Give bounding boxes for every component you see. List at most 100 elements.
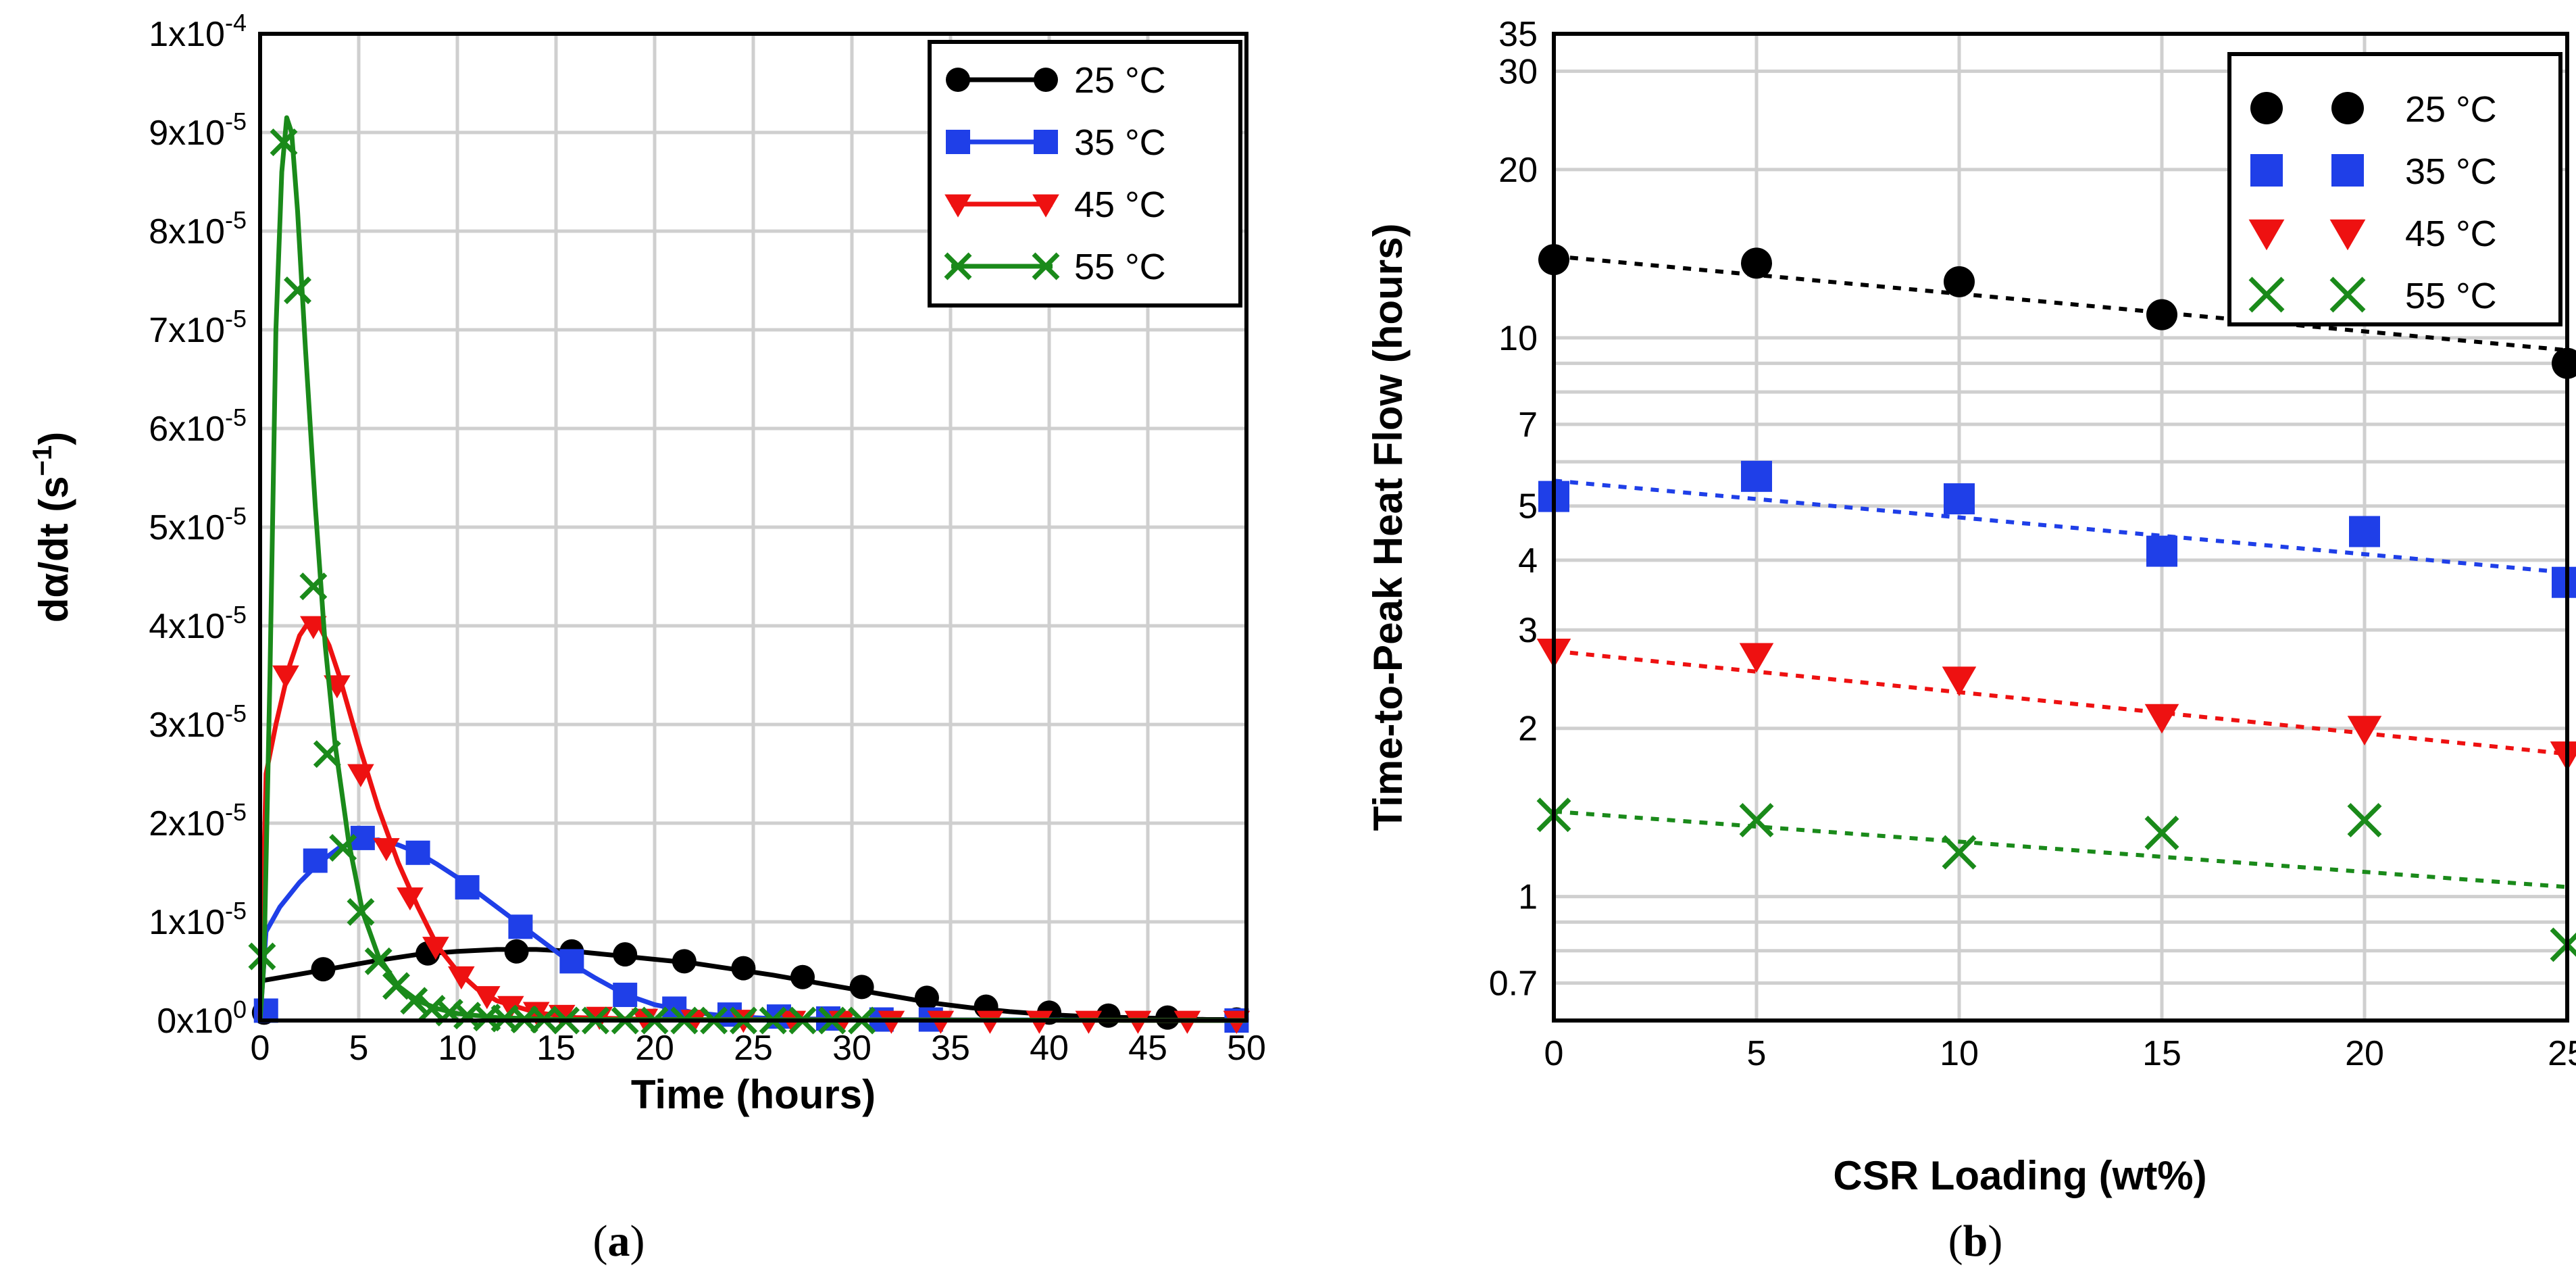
panel-a-data-point-stroke-2 — [299, 572, 328, 601]
panel-a-y-tick-label: 0x100 — [157, 996, 247, 1041]
panel-a-legend-label: 35 °C — [1074, 122, 1166, 163]
panel-b-y-tick-label: 0.7 — [1489, 964, 1538, 1004]
panel-a-x-tick-label: 25 — [734, 1029, 773, 1068]
panel-b-legend-box — [2227, 52, 2562, 326]
panel-a-y-label-close: ) — [31, 432, 76, 445]
panel-a-legend-marker — [1032, 252, 1060, 280]
panel-a-data-point-stroke-2 — [270, 128, 298, 157]
panel-a-y-axis-label: dα/dt (s−1) — [28, 432, 76, 622]
panel-a-legend-entry: 25 °C — [946, 60, 1166, 101]
panel-b-y-tick-label: 2 — [1518, 710, 1538, 749]
panel-a-y-tick-base: 8x10 — [149, 212, 225, 251]
panel-b-y-tick-label: 10 — [1498, 319, 1538, 358]
panel-b-legend-marker-stroke-2 — [2329, 276, 2366, 313]
panel-b-data-point — [1944, 483, 1975, 515]
panel-a-legend-marker — [944, 194, 971, 218]
panel-b-legend-marker — [2329, 276, 2366, 313]
panel-b-data-point — [1944, 266, 1975, 297]
panel-a-data-point — [448, 966, 475, 990]
panel-b-y-tick-label: 35 — [1498, 15, 1538, 54]
panel-a-series-line — [257, 618, 1247, 1023]
panel-a-data-point — [914, 985, 939, 1010]
panel-b-data-point-stroke-2 — [2347, 803, 2382, 838]
panel-a-x-tick-label: 35 — [931, 1029, 970, 1068]
panel-a-data-point — [313, 740, 341, 768]
panel-a-y-tick-base: 4x10 — [149, 607, 225, 646]
panel-a-legend-entry: 45 °C — [944, 185, 1166, 225]
panel-a-legend-marker — [946, 130, 970, 154]
panel-b-legend-marker — [2248, 276, 2285, 313]
panel-a-y-tick-label: 1x10-5 — [149, 897, 247, 942]
panel-a-y-label-sup: −1 — [28, 445, 57, 476]
panel-a-data-point — [272, 665, 299, 689]
panel-a-data-point — [672, 949, 697, 974]
panel-b-x-axis-label: CSR Loading (wt%) — [1833, 1153, 2206, 1198]
panel-a-data-point-stroke-2 — [284, 276, 311, 305]
panel-a-y-tick-exp: -5 — [225, 798, 247, 826]
panel-a-data-point-stroke-2 — [347, 898, 375, 926]
panel-b-y-tick-label: 30 — [1498, 52, 1538, 91]
panel-a-y-tick-label: 8x10-5 — [149, 206, 247, 251]
panel-a-data-point — [422, 937, 449, 960]
panel-b-legend-label: 45 °C — [2405, 214, 2497, 254]
panel-a-data-point — [405, 840, 430, 865]
panel-a-legend: 25 °C 35 °C 45 °C 55 °C — [928, 40, 1242, 308]
panel-a-y-tick-base: 5x10 — [149, 508, 225, 547]
panel-a-x-tick-label: 45 — [1128, 1029, 1167, 1068]
panel-a-y-tick-exp: -5 — [225, 403, 247, 431]
panel-a-data-point — [849, 975, 874, 1000]
panel-a-y-tick-label: 3x10-5 — [149, 699, 247, 745]
panel-a-y-tick-base: 7x10 — [149, 311, 225, 350]
panel-b-data-point — [1741, 247, 1772, 279]
panel-b-data-point — [2550, 927, 2576, 962]
panel-b-x-tick-label: 0 — [1544, 1034, 1564, 1073]
panel-b-x-tick-label: 20 — [2345, 1034, 2384, 1073]
panel-b-data-point — [1739, 803, 1774, 838]
panel-b-data-point — [2144, 815, 2179, 850]
panel-b-series-2 — [1536, 638, 2576, 771]
panel-b-y-tick-label: 7 — [1518, 405, 1538, 445]
panel-a-y-tick-label: 6x10-5 — [149, 403, 247, 449]
panel-a-y-tick-exp: -4 — [225, 9, 247, 36]
panel-b-data-point — [2146, 299, 2177, 330]
panel-a-data-point — [300, 616, 327, 639]
panel-a-x-tick-label: 40 — [1030, 1029, 1069, 1068]
panel-a-legend-marker — [944, 252, 972, 280]
panel-a-plot-frame — [258, 32, 1248, 1023]
panel-a-x-tick-label: 0 — [251, 1029, 270, 1068]
panel-a-data-point-stroke-2 — [382, 972, 410, 1000]
panel-a-y-tick-label: 7x10-5 — [149, 305, 247, 350]
panel-a-y-tick-exp: -5 — [225, 206, 247, 234]
panel-a-legend-label: 45 °C — [1074, 185, 1166, 225]
panel-b-y-tick-label: 20 — [1498, 151, 1538, 190]
panel-b-x-tick-label: 10 — [1940, 1034, 1979, 1073]
panel-a-legend-entry: 55 °C — [944, 247, 1166, 287]
panel-a-y-tick-label: 4x10-5 — [149, 601, 247, 646]
panel-a-legend-marker — [1034, 68, 1058, 92]
panel-b-x-tick-label: 5 — [1747, 1034, 1767, 1073]
panel-b-x-tick-label: 15 — [2142, 1034, 2181, 1073]
panel-a-chart: 0 5 10 15 20 25 30 35 40 45 50 0x1001x10-52x10-53x… — [28, 9, 1266, 1266]
panel-b-data-point-stroke-2 — [1739, 803, 1774, 838]
panel-a-legend-marker-stroke-2 — [1032, 252, 1060, 280]
panel-b-legend-entry: 55 °C — [2248, 276, 2497, 316]
panel-b-y-tick-label: 4 — [1518, 541, 1538, 581]
panel-a-y-tick-base: 2x10 — [149, 804, 225, 843]
panel-b-trend-line — [1553, 649, 2568, 756]
panel-a-legend-marker-stroke-2 — [944, 252, 972, 280]
panel-a-caption: (a) — [593, 1216, 645, 1266]
panel-b-data-point — [1942, 666, 1977, 697]
panel-b-y-axis-label: Time-to-Peak Heat Flow (hours) — [1365, 223, 1411, 831]
panel-a-y-tick-label: 2x10-5 — [149, 798, 247, 843]
panel-a-data-point-stroke-2 — [329, 834, 357, 862]
panel-b-data-point — [1741, 460, 1772, 492]
panel-b-data-point — [2146, 535, 2177, 567]
panel-b-caption: (b) — [1948, 1216, 2003, 1266]
panel-b-legend-marker — [2248, 219, 2285, 251]
panel-a-x-tick-label: 20 — [635, 1029, 674, 1068]
panel-a-y-tick-base: 0x10 — [157, 1002, 233, 1041]
panel-a-legend-marker — [946, 68, 970, 92]
panel-a-y-tick-base: 9x10 — [149, 114, 225, 153]
